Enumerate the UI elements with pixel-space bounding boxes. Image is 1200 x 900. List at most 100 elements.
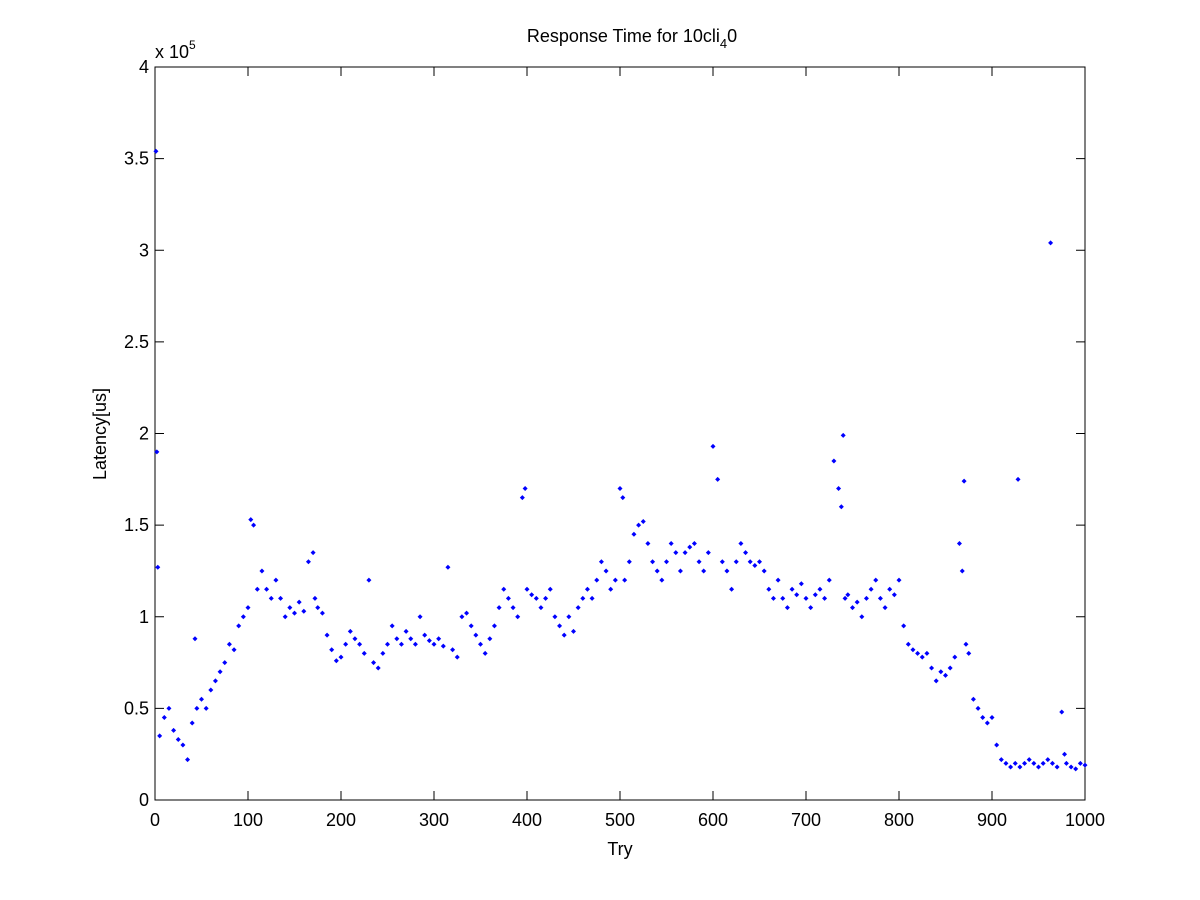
point — [580, 595, 586, 601]
point — [963, 641, 969, 647]
point — [761, 568, 767, 574]
point — [789, 586, 795, 592]
x-tick-label: 700 — [791, 810, 821, 830]
point — [1031, 760, 1037, 766]
x-tick-label: 300 — [419, 810, 449, 830]
point — [153, 148, 159, 154]
point — [620, 495, 626, 501]
point — [398, 641, 404, 647]
point — [436, 636, 442, 642]
point — [482, 650, 488, 656]
point — [850, 605, 855, 611]
point — [251, 522, 257, 528]
point — [608, 586, 614, 592]
point — [775, 577, 781, 583]
chart-title: Response Time for 10cli40 — [527, 26, 737, 51]
point — [264, 586, 270, 592]
point — [245, 605, 251, 611]
point — [1045, 757, 1051, 763]
point — [371, 660, 377, 666]
point — [650, 559, 656, 565]
point — [361, 650, 367, 656]
point — [240, 614, 246, 620]
point — [854, 599, 860, 605]
point — [166, 705, 172, 711]
point — [440, 643, 446, 649]
point — [705, 550, 711, 556]
point — [747, 559, 753, 565]
point — [305, 559, 311, 565]
point — [780, 595, 786, 601]
point — [296, 599, 302, 605]
point — [980, 715, 986, 721]
point — [729, 586, 735, 592]
point — [394, 636, 400, 642]
point — [329, 647, 335, 653]
point — [766, 586, 772, 592]
point — [984, 720, 990, 726]
point — [236, 623, 242, 629]
point — [817, 586, 823, 592]
point — [757, 559, 762, 565]
point — [529, 592, 535, 598]
point — [863, 595, 869, 601]
point — [831, 458, 837, 464]
point — [155, 564, 161, 570]
point — [1003, 760, 1009, 766]
point — [636, 522, 642, 528]
point — [873, 577, 879, 583]
x-tick-label: 200 — [326, 810, 356, 830]
point — [408, 636, 414, 642]
point — [248, 517, 254, 523]
point — [1026, 757, 1032, 763]
point — [185, 757, 191, 763]
point — [515, 614, 521, 620]
point — [561, 632, 567, 638]
point — [845, 592, 851, 598]
point — [794, 592, 800, 598]
y-tick-label: 2 — [139, 424, 149, 444]
point — [473, 632, 479, 638]
point — [189, 720, 195, 726]
point — [589, 595, 595, 601]
point — [929, 665, 935, 671]
point — [947, 665, 953, 671]
point — [1040, 760, 1046, 766]
point — [803, 595, 809, 601]
point — [292, 610, 297, 616]
point — [933, 678, 939, 684]
point — [522, 485, 528, 491]
point — [426, 638, 432, 644]
point — [952, 654, 958, 660]
point — [566, 614, 572, 620]
point — [319, 610, 325, 616]
point — [975, 705, 981, 711]
point — [868, 586, 874, 592]
point — [905, 641, 911, 647]
point — [203, 705, 209, 711]
y-tick-label: 3 — [139, 240, 149, 260]
point — [1082, 762, 1088, 768]
y-tick-label: 0 — [139, 790, 149, 810]
point — [533, 595, 539, 601]
x-tick-label: 900 — [977, 810, 1007, 830]
point — [199, 696, 204, 702]
point — [1022, 760, 1028, 766]
point — [733, 559, 739, 565]
point — [1049, 760, 1055, 766]
point — [836, 485, 842, 491]
point — [154, 449, 160, 455]
point — [273, 577, 279, 583]
point — [524, 586, 530, 592]
point — [887, 586, 893, 592]
x-tick-label: 100 — [233, 810, 263, 830]
point — [380, 650, 386, 656]
point — [842, 595, 848, 601]
point — [557, 623, 563, 629]
point — [1059, 709, 1065, 715]
point — [752, 562, 758, 568]
point — [659, 577, 665, 583]
y-axis-label: Latency[us] — [90, 388, 110, 480]
point — [994, 742, 1000, 748]
